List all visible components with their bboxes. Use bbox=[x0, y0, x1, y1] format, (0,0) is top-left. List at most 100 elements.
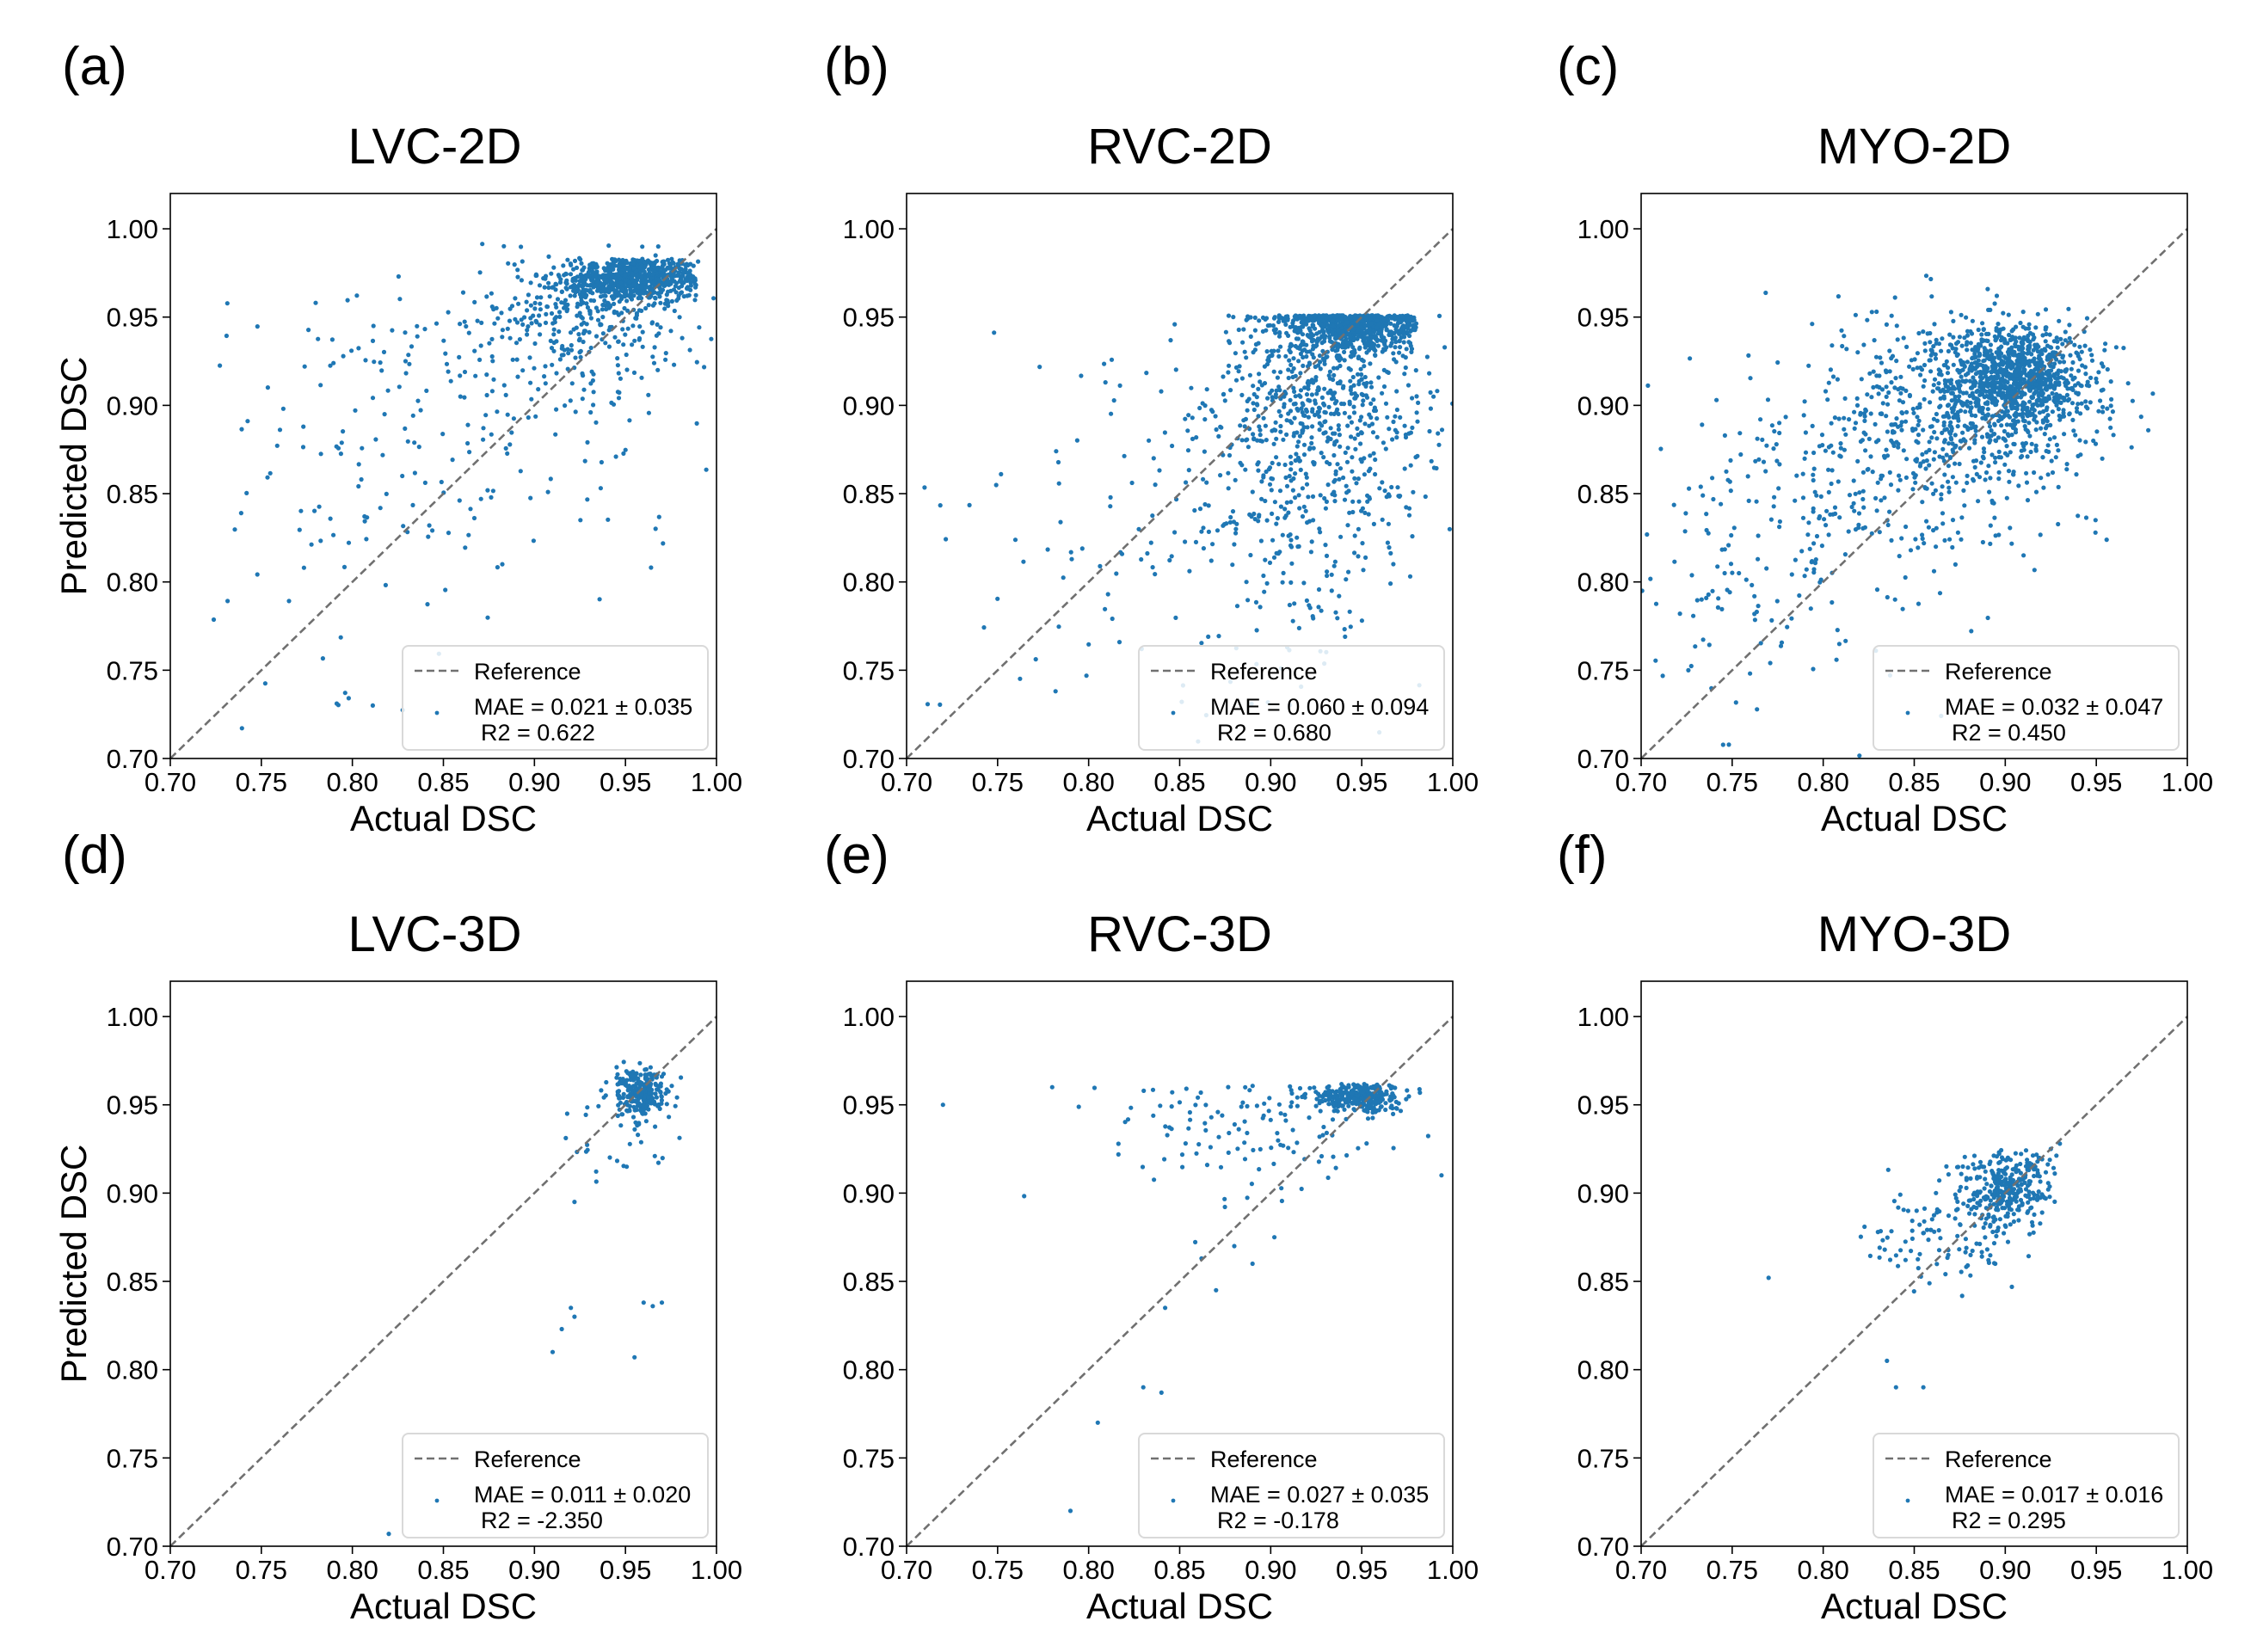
data-point bbox=[1351, 404, 1356, 409]
data-point bbox=[1746, 353, 1751, 358]
data-point bbox=[1772, 494, 1777, 500]
data-point bbox=[1283, 353, 1288, 359]
data-point bbox=[981, 625, 987, 630]
data-point bbox=[1328, 388, 1333, 393]
data-point bbox=[2105, 366, 2110, 372]
data-point bbox=[1331, 313, 1336, 318]
data-point bbox=[2041, 408, 2046, 415]
data-point bbox=[1301, 324, 1306, 329]
legend-r2: R2 = 0.622 bbox=[481, 720, 595, 746]
data-point bbox=[2100, 456, 2105, 461]
data-point bbox=[1948, 420, 1953, 425]
data-point bbox=[655, 367, 661, 372]
data-point bbox=[615, 1072, 620, 1077]
data-point bbox=[1352, 396, 1357, 401]
x-tick-label: 0.95 bbox=[600, 767, 651, 797]
data-point bbox=[1941, 423, 1946, 428]
data-point bbox=[501, 243, 507, 249]
data-point bbox=[1204, 480, 1209, 485]
data-point bbox=[1367, 327, 1372, 332]
data-point bbox=[2037, 355, 2042, 361]
data-point bbox=[1996, 435, 2002, 440]
data-point bbox=[1102, 361, 1107, 366]
data-point bbox=[1716, 596, 1721, 601]
data-point bbox=[618, 376, 624, 381]
data-point bbox=[338, 451, 343, 457]
data-point bbox=[1264, 361, 1270, 367]
data-point bbox=[548, 476, 553, 482]
data-point bbox=[993, 482, 999, 488]
data-point bbox=[2033, 401, 2039, 406]
data-point bbox=[1817, 580, 1823, 585]
data-point bbox=[1983, 373, 1989, 379]
data-point bbox=[536, 387, 541, 392]
data-point bbox=[1227, 519, 1233, 525]
data-point bbox=[2087, 384, 2092, 389]
data-point bbox=[312, 508, 317, 513]
data-point bbox=[1388, 343, 1393, 348]
data-point bbox=[1288, 580, 1294, 586]
data-point bbox=[2000, 396, 2005, 401]
data-point bbox=[1116, 640, 1122, 645]
data-point bbox=[1328, 411, 1334, 416]
data-point bbox=[1255, 438, 1260, 443]
data-point bbox=[1996, 369, 2001, 374]
data-point bbox=[372, 359, 377, 365]
data-point bbox=[2001, 310, 2006, 316]
data-point bbox=[1359, 415, 1364, 420]
data-point bbox=[1345, 523, 1350, 528]
data-point bbox=[1931, 568, 1937, 574]
data-point bbox=[2104, 537, 2109, 543]
data-point bbox=[2007, 372, 2012, 378]
data-point bbox=[1370, 430, 1376, 435]
data-point bbox=[457, 498, 462, 503]
data-point bbox=[1227, 339, 1232, 344]
data-point bbox=[1806, 363, 1811, 368]
data-point bbox=[532, 365, 537, 371]
data-point bbox=[2061, 410, 2066, 415]
data-point bbox=[1953, 480, 1959, 485]
x-tick-label: 0.70 bbox=[1615, 767, 1667, 797]
data-point bbox=[615, 1092, 620, 1098]
data-point bbox=[489, 353, 495, 359]
data-point bbox=[1927, 358, 1932, 363]
data-point bbox=[280, 406, 286, 411]
data-point bbox=[1264, 518, 1270, 523]
data-point bbox=[479, 320, 484, 325]
data-point bbox=[1928, 276, 1934, 282]
data-point bbox=[1783, 415, 1788, 420]
data-point bbox=[489, 389, 495, 394]
data-point bbox=[656, 331, 661, 336]
data-point bbox=[650, 354, 655, 359]
data-point bbox=[1968, 421, 1973, 426]
data-point bbox=[1944, 359, 1949, 364]
data-point bbox=[320, 656, 325, 661]
data-point bbox=[1897, 473, 1902, 478]
data-point bbox=[2002, 378, 2008, 384]
data-point bbox=[1924, 458, 1929, 464]
data-point bbox=[335, 703, 341, 708]
data-point bbox=[551, 265, 557, 270]
data-point bbox=[1300, 513, 1306, 519]
data-point bbox=[1686, 667, 1691, 673]
data-point bbox=[1934, 411, 1939, 417]
data-point bbox=[1117, 383, 1122, 388]
data-point bbox=[2018, 320, 2023, 326]
data-point bbox=[593, 420, 599, 425]
data-point bbox=[681, 268, 686, 273]
data-point bbox=[1194, 435, 1199, 440]
data-point bbox=[651, 360, 657, 365]
data-point bbox=[559, 300, 564, 305]
data-point bbox=[1344, 490, 1350, 495]
data-point bbox=[1037, 365, 1042, 370]
data-point bbox=[1404, 505, 1409, 510]
panel-letter: (b) bbox=[824, 37, 889, 96]
data-point bbox=[2083, 404, 2088, 409]
data-point bbox=[448, 378, 453, 384]
data-point bbox=[1910, 366, 1916, 372]
data-point bbox=[2039, 374, 2045, 379]
data-point bbox=[371, 323, 376, 329]
data-point bbox=[547, 294, 552, 299]
data-point bbox=[1973, 428, 1978, 433]
data-point bbox=[1834, 657, 1839, 662]
